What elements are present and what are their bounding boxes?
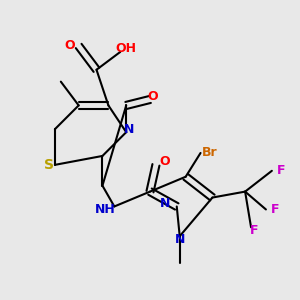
- Text: S: S: [44, 158, 54, 172]
- Text: Br: Br: [202, 146, 217, 160]
- Text: NH: NH: [95, 203, 116, 216]
- Text: OH: OH: [116, 42, 137, 56]
- Text: O: O: [64, 40, 75, 52]
- Text: N: N: [175, 233, 185, 246]
- Text: F: F: [271, 203, 279, 216]
- Text: N: N: [124, 123, 134, 136]
- Text: O: O: [160, 155, 170, 168]
- Text: F: F: [250, 224, 258, 237]
- Text: F: F: [277, 164, 285, 177]
- Text: N: N: [160, 197, 170, 210]
- Text: O: O: [148, 90, 158, 103]
